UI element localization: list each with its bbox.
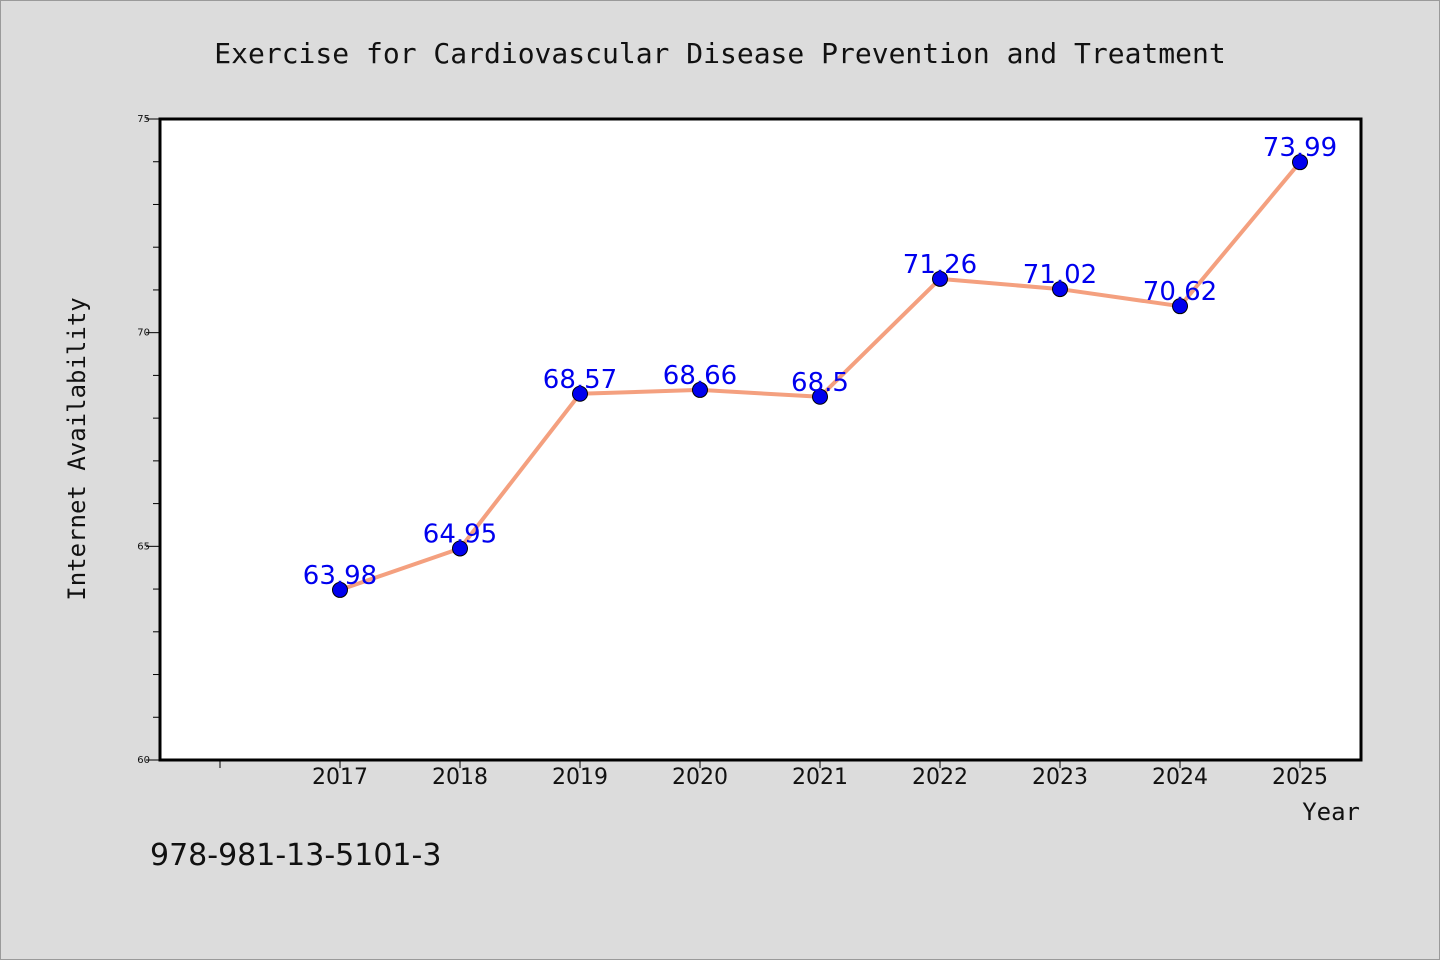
x-tick-label: 2021 xyxy=(792,765,848,790)
data-label: 68.5 xyxy=(791,368,849,398)
x-tick-label: 2017 xyxy=(312,765,368,790)
x-axis-label: Year xyxy=(1302,798,1360,826)
data-point xyxy=(932,270,948,287)
data-point xyxy=(332,581,348,598)
data-point xyxy=(692,381,708,398)
data-label: 71.26 xyxy=(903,250,977,280)
data-label: 70.62 xyxy=(1143,277,1217,307)
x-tick-label: 2019 xyxy=(552,765,608,790)
data-point xyxy=(1292,154,1308,171)
data-label: 68.57 xyxy=(543,365,617,395)
y-axis: 60 65 70 75 xyxy=(137,114,160,766)
series-line-group: 63.98 64.95 68.57 68.66 68.5 71.26 71.02 70.62 7… xyxy=(303,133,1337,598)
data-label: 71.02 xyxy=(1023,260,1097,290)
y-tick-label: 65 xyxy=(137,541,150,552)
chart-title: Exercise for Cardiovascular Disease Prev… xyxy=(214,37,1225,70)
x-axis: 2017 2018 2019 2020 2021 2022 2023 2024 2025 xyxy=(219,760,1328,790)
y-tick-label: 60 xyxy=(137,755,150,766)
data-point xyxy=(1052,281,1068,298)
data-label: 73.99 xyxy=(1263,133,1337,163)
y-tick-label: 70 xyxy=(137,328,150,339)
x-tick-label: 2018 xyxy=(432,765,488,790)
x-tick-label: 2025 xyxy=(1272,765,1328,790)
isbn-footer: 978-981-13-5101-3 xyxy=(150,838,441,873)
x-tick-label: 2024 xyxy=(1152,765,1208,790)
plot-area xyxy=(158,117,1363,762)
data-label: 63.98 xyxy=(303,561,377,591)
x-tick-label: 2023 xyxy=(1032,765,1088,790)
data-point xyxy=(812,388,828,405)
y-axis-label: Internet Availability xyxy=(63,297,91,600)
y-tick-label: 75 xyxy=(137,114,150,125)
data-label: 64.95 xyxy=(423,519,497,549)
x-tick-label: 2020 xyxy=(672,765,728,790)
x-tick-label: 2022 xyxy=(912,765,968,790)
data-point xyxy=(452,540,468,557)
data-point xyxy=(1172,298,1188,315)
data-label: 68.66 xyxy=(663,361,737,391)
data-point xyxy=(572,385,588,402)
